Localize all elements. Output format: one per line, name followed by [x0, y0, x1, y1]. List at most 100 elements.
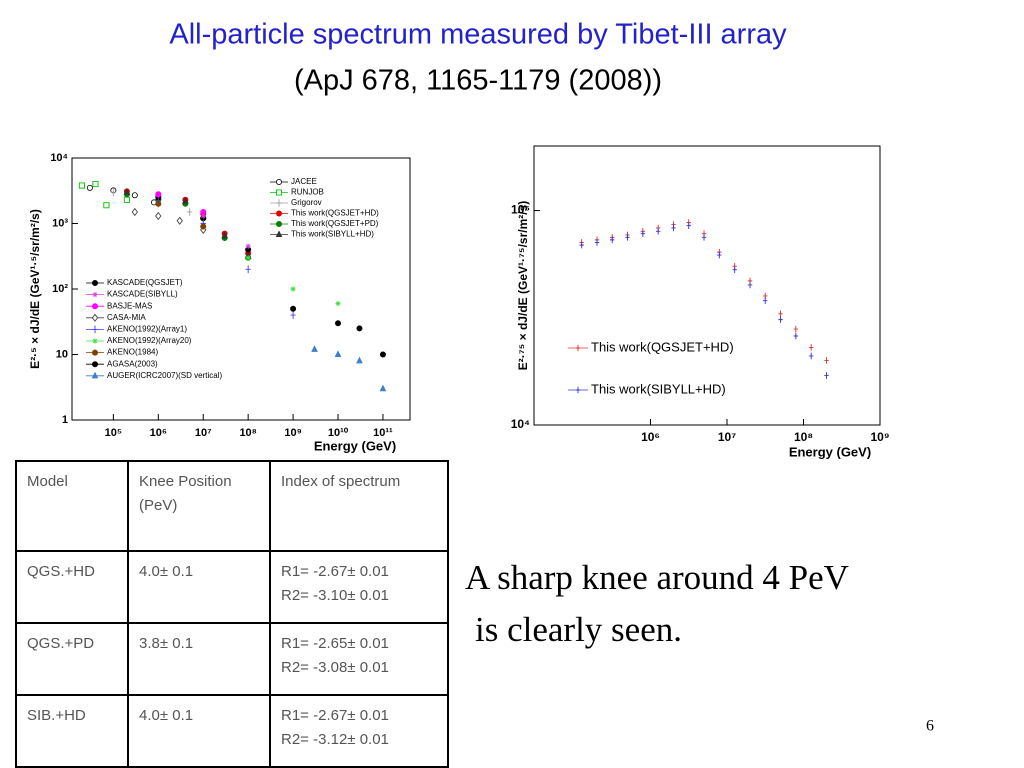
cell: 3.8± 0.1 [127, 622, 271, 696]
header-cell: Index of spectrum [269, 460, 449, 552]
y-tick-label: 10⁴ [511, 417, 530, 431]
data-point [290, 311, 296, 319]
legend-label: AGASA(2003) [107, 359, 158, 368]
data-point [640, 230, 646, 237]
data-point [686, 222, 691, 229]
data-point [655, 228, 661, 235]
data-point [290, 305, 297, 312]
legend-marker [91, 313, 99, 322]
data-point [110, 188, 116, 197]
plot-frame [533, 145, 881, 426]
legend-label: KASCADE(QGSJET) [107, 278, 183, 287]
data-point [123, 196, 130, 203]
data-point [334, 350, 342, 358]
legend-label: AKENO(1984) [107, 348, 158, 357]
y-tick-label: 10⁵ [511, 203, 530, 217]
cell: R1= -2.65± 0.01 R2= -3.08± 0.01 [269, 622, 449, 696]
header-cell: Model [15, 460, 129, 552]
data-point [824, 357, 829, 364]
data-point [356, 325, 363, 332]
data-point [335, 320, 342, 327]
legend-marker [275, 230, 283, 238]
data-point [311, 345, 318, 352]
data-point [78, 182, 86, 189]
x-tick-label: 10⁷ [718, 430, 736, 444]
cell: QGS.+HD [15, 550, 129, 624]
data-point [155, 211, 162, 221]
table-row: SIB.+HD 4.0± 0.1 R1= -2.67± 0.01 R2= -3.1… [15, 694, 449, 768]
cell-line: R2= -3.10± 0.01 [281, 587, 389, 604]
data-point [200, 208, 207, 215]
legend-label: Grigorov [291, 198, 322, 207]
legend-marker [92, 303, 99, 310]
data-point [610, 236, 615, 244]
note-line: is clearly seen. [475, 610, 682, 649]
cell-line: R1= -2.67± 0.01 [281, 563, 389, 580]
data-point [245, 265, 251, 274]
cell: R1= -2.67± 0.01 R2= -3.12± 0.01 [269, 694, 449, 768]
cell: 4.0± 0.1 [127, 550, 271, 624]
table-header: Model Knee Position (PeV) Index of spect… [15, 460, 449, 552]
data-point [594, 239, 600, 246]
x-tick-label: 10⁹ [870, 430, 889, 444]
data-point [579, 241, 584, 249]
data-point [778, 310, 783, 318]
data-point [155, 200, 162, 207]
legend-marker [276, 199, 282, 207]
cell-line: R1= -2.65± 0.01 [281, 635, 389, 652]
cell-line: R1= -2.67± 0.01 [281, 707, 389, 724]
legend-label: This work(QGSJET+HD) [591, 339, 734, 354]
legend-marker [92, 279, 99, 286]
legend-label: BASJE-MAS [107, 301, 152, 310]
legend-marker [275, 189, 283, 196]
legend-marker [275, 220, 282, 227]
y-tick-label: 1 [62, 414, 68, 426]
data-point [808, 352, 814, 360]
slide-subtitle: (ApJ 678, 1165-1179 (2008)) [294, 65, 662, 97]
data-point [356, 356, 363, 364]
x-tick-label: 10⁸ [794, 430, 813, 444]
legend-marker [575, 386, 581, 394]
data-point [123, 188, 131, 195]
data-point [701, 234, 707, 241]
data-point [335, 300, 341, 307]
x-tick-label: 10⁶ [150, 427, 167, 439]
legend-marker [92, 292, 98, 298]
data-point [824, 372, 829, 379]
y-tick-label: 10² [52, 283, 68, 295]
data-point [793, 332, 799, 340]
x-tick-label: 10⁹ [284, 427, 301, 439]
page-number: 6 [926, 718, 934, 735]
cell-line: R2= -3.08± 0.01 [281, 659, 389, 676]
y-tick-label: 10³ [52, 217, 68, 229]
x-tick-label: 10⁵ [105, 427, 122, 439]
legend-marker [92, 349, 99, 356]
legend-marker [575, 344, 581, 352]
legend-label: CASA-MIA [107, 313, 146, 322]
legend-marker [92, 325, 98, 334]
note-line: A sharp knee around 4 PeV [465, 558, 849, 597]
cell: 4.0± 0.1 [127, 694, 271, 768]
data-point [131, 192, 138, 199]
legend-marker [92, 338, 98, 344]
data-point [793, 325, 799, 333]
legend-label: This work(QGSJET+HD) [291, 209, 379, 218]
y-axis-label: E²·⁵ × dJ/dE (GeV¹·⁵/sr/m²/s) [28, 209, 42, 369]
data-point [808, 344, 814, 351]
legend-label: AKENO(1992)(Array20) [107, 336, 192, 345]
x-axis-label: Energy (GeV) [314, 438, 396, 453]
data-point [103, 202, 110, 209]
legend-marker [275, 210, 282, 217]
legend-marker [91, 371, 99, 379]
legend-label: AKENO(1992)(Array1) [107, 325, 187, 334]
legend-label: This work(SIBYLL+HD) [291, 230, 374, 239]
data-point [155, 191, 162, 198]
data-point [625, 234, 630, 241]
legend-label: KASCADE(SIBYLL) [107, 290, 178, 299]
data-point [221, 231, 228, 239]
data-point [200, 213, 206, 219]
data-point [778, 316, 783, 323]
x-tick-label: 10⁸ [239, 427, 256, 439]
table-row: QGS.+HD 4.0± 0.1 R1= -2.67± 0.01 R2= -3.1… [15, 550, 449, 624]
